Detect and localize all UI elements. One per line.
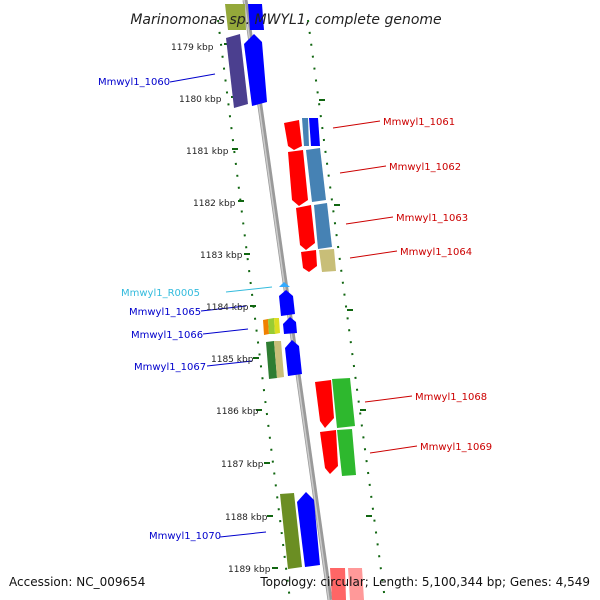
gene-1069-cog [337, 429, 356, 476]
gene-1071 [330, 568, 346, 600]
gene-1067-cog-b [274, 341, 284, 378]
gene-1066[interactable] [283, 317, 297, 334]
gene-1062-cog [306, 148, 326, 202]
gene-label-1060[interactable]: Mmwyl1_1060 [98, 77, 170, 88]
gene-1070-cog [280, 493, 302, 569]
gene-1067-cog-a [266, 341, 277, 379]
tick-label-1183: 1183 kbp [200, 251, 243, 261]
tick-label-1185: 1185 kbp [211, 355, 254, 365]
tick-label-1181: 1181 kbp [186, 147, 229, 157]
gene-1065[interactable] [279, 290, 295, 316]
gene-1066-cog-c [274, 318, 280, 334]
gene-1071-cog [348, 568, 364, 600]
gene-1059 [248, 4, 264, 30]
gene-label-1067[interactable]: Mmwyl1_1067 [134, 362, 206, 373]
gene-label-1066[interactable]: Mmwyl1_1066 [131, 330, 203, 341]
gene-1061b [309, 118, 320, 146]
gene-1059-cog [225, 4, 246, 30]
gene-1060-cog [226, 34, 248, 108]
tick-marks [224, 43, 372, 569]
gene-label-1068[interactable]: Mmwyl1_1068 [415, 392, 487, 403]
gene-1060[interactable] [244, 34, 267, 106]
gene-1068-cog [332, 378, 355, 428]
tick-label-1182: 1182 kbp [193, 199, 236, 209]
gene-label-1063[interactable]: Mmwyl1_1063 [396, 213, 468, 224]
accession-text: Accession: NC_009654 [9, 575, 145, 589]
gene-label-1070[interactable]: Mmwyl1_1070 [149, 531, 221, 542]
tick-label-1187: 1187 kbp [221, 460, 264, 470]
tick-label-1180: 1180 kbp [179, 95, 222, 105]
tick-label-1186: 1186 kbp [216, 407, 259, 417]
rna-r0005[interactable] [279, 282, 290, 287]
gene-label-1061[interactable]: Mmwyl1_1061 [383, 117, 455, 128]
gene-1063-cog [314, 203, 332, 249]
gene-label-1065[interactable]: Mmwyl1_1065 [129, 307, 201, 318]
gene-1063[interactable] [296, 205, 315, 250]
tick-label-1184: 1184 kbp [206, 303, 249, 313]
gene-1066-cog-b [268, 318, 275, 334]
gene-1068[interactable] [315, 380, 334, 428]
gene-1069[interactable] [320, 430, 338, 474]
gene-1064[interactable] [301, 250, 317, 272]
diagram-title: Marinomonas sp. MWYL1, complete genome [130, 12, 441, 28]
inner-dotted-boundary [217, 19, 291, 600]
gene-1064-cog [319, 249, 336, 272]
gene-label-1069[interactable]: Mmwyl1_1069 [420, 442, 492, 453]
tick-label-1188: 1188 kbp [225, 513, 268, 523]
tick-label-1189: 1189 kbp [228, 565, 271, 575]
gene-label-r0005[interactable]: Mmwyl1_R0005 [121, 288, 200, 299]
leader-lines [169, 73, 418, 538]
gene-label-1062[interactable]: Mmwyl1_1062 [389, 162, 461, 173]
gene-1067[interactable] [285, 340, 302, 376]
gene-1066-cog-a [263, 319, 269, 335]
gene-1061[interactable] [284, 120, 302, 150]
gene-label-1064[interactable]: Mmwyl1_1064 [400, 247, 472, 258]
topology-text: Topology: circular; Length: 5,100,344 bp… [259, 575, 590, 589]
gene-1070[interactable] [297, 492, 320, 567]
outer-dotted-boundary [307, 19, 386, 600]
tick-label-1179: 1179 kbp [171, 43, 214, 53]
gene-1062[interactable] [288, 150, 308, 206]
gene-1061-cog [302, 118, 309, 146]
